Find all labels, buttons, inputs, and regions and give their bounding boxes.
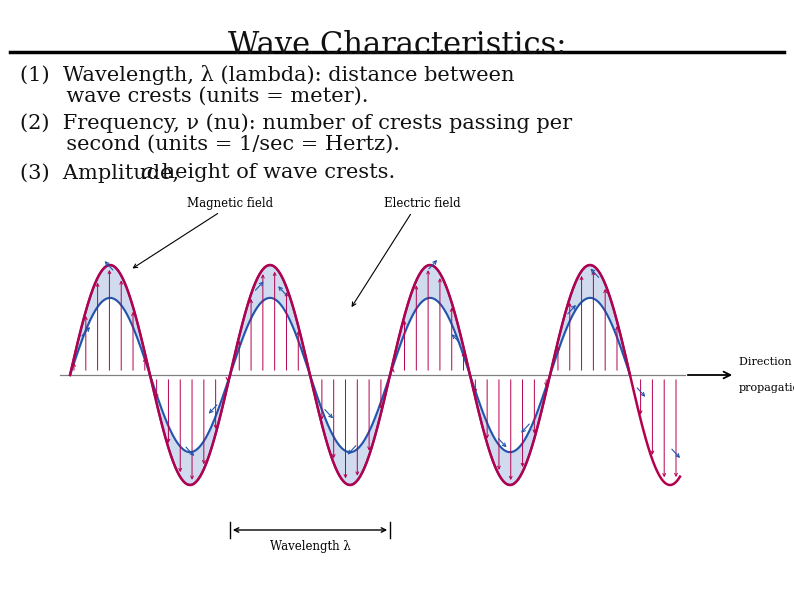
Text: (2)  Frequency, ν (nu): number of crests passing per: (2) Frequency, ν (nu): number of crests … xyxy=(20,113,572,133)
Text: (1)  Wavelength, λ (lambda): distance between: (1) Wavelength, λ (lambda): distance bet… xyxy=(20,65,515,85)
Text: Wave Characteristics:: Wave Characteristics: xyxy=(228,30,566,61)
Text: Direction of: Direction of xyxy=(739,357,794,367)
Text: (3)  Amplitude,: (3) Amplitude, xyxy=(20,163,186,183)
Text: Magnetic field: Magnetic field xyxy=(187,197,273,210)
Text: propagation: propagation xyxy=(739,383,794,393)
Text: height of wave crests.: height of wave crests. xyxy=(155,163,395,182)
Text: second (units = 1/sec = Hertz).: second (units = 1/sec = Hertz). xyxy=(20,135,400,154)
Text: Wavelength λ: Wavelength λ xyxy=(269,540,350,553)
Text: wave crests (units = meter).: wave crests (units = meter). xyxy=(20,87,368,106)
Text: Electric field: Electric field xyxy=(384,197,461,210)
Text: a:: a: xyxy=(140,163,160,182)
